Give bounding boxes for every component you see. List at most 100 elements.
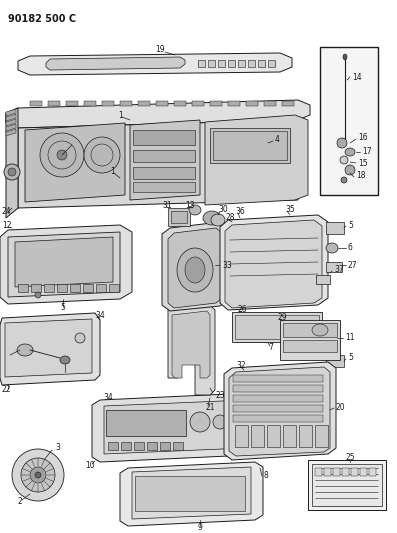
Bar	[133, 167, 195, 179]
Bar	[264, 101, 276, 106]
Bar	[324, 468, 331, 476]
Text: 20: 20	[336, 403, 346, 413]
Text: 35: 35	[285, 206, 295, 214]
Text: 12: 12	[2, 222, 12, 230]
Text: 9: 9	[198, 523, 202, 532]
Polygon shape	[0, 313, 100, 385]
Bar	[233, 375, 323, 382]
Polygon shape	[0, 225, 132, 304]
Bar	[246, 101, 258, 106]
Ellipse shape	[35, 292, 41, 298]
Bar	[156, 101, 168, 106]
Bar	[121, 442, 131, 450]
Bar	[316, 275, 330, 284]
Bar	[31, 284, 41, 292]
Ellipse shape	[35, 472, 41, 478]
Polygon shape	[162, 222, 228, 311]
Polygon shape	[6, 108, 18, 218]
Polygon shape	[172, 311, 210, 378]
Bar	[133, 130, 195, 145]
Polygon shape	[6, 114, 16, 121]
Polygon shape	[6, 109, 16, 116]
Bar	[108, 442, 118, 450]
Bar	[282, 101, 294, 106]
Bar	[160, 442, 170, 450]
Text: 23: 23	[215, 391, 225, 400]
Bar	[238, 60, 245, 67]
Ellipse shape	[57, 150, 67, 160]
Bar	[48, 101, 60, 106]
Ellipse shape	[341, 177, 347, 183]
Text: 31: 31	[162, 200, 172, 209]
Polygon shape	[132, 467, 251, 519]
Bar	[235, 425, 248, 447]
Text: 6: 6	[348, 244, 353, 253]
Bar	[210, 128, 290, 163]
Bar	[210, 101, 222, 106]
Bar	[102, 101, 114, 106]
Polygon shape	[104, 400, 246, 454]
Ellipse shape	[337, 138, 347, 148]
Ellipse shape	[21, 458, 55, 492]
Text: 90182 500 C: 90182 500 C	[8, 14, 76, 24]
Bar	[171, 211, 187, 223]
Bar	[192, 101, 204, 106]
Polygon shape	[168, 305, 215, 395]
Bar	[135, 476, 245, 511]
Polygon shape	[6, 119, 16, 126]
Text: 10: 10	[85, 462, 94, 471]
Bar	[233, 385, 323, 392]
Ellipse shape	[177, 248, 213, 292]
Bar	[30, 101, 42, 106]
Ellipse shape	[40, 133, 84, 177]
Bar	[326, 222, 344, 234]
Bar	[218, 60, 225, 67]
Bar	[326, 355, 344, 367]
Text: 22: 22	[2, 385, 12, 394]
Text: 18: 18	[356, 172, 366, 181]
Text: 19: 19	[155, 45, 165, 54]
Text: 33: 33	[222, 261, 232, 270]
Ellipse shape	[230, 417, 240, 427]
Bar	[232, 312, 322, 342]
Text: 7: 7	[268, 343, 273, 352]
Bar	[342, 468, 349, 476]
Bar	[267, 425, 280, 447]
Bar	[233, 405, 323, 412]
Ellipse shape	[326, 243, 338, 253]
Bar	[44, 284, 54, 292]
Text: 34: 34	[103, 392, 113, 401]
Ellipse shape	[345, 148, 355, 156]
Text: 3: 3	[55, 443, 60, 453]
Text: 30: 30	[218, 206, 228, 214]
Text: 28: 28	[225, 214, 235, 222]
Bar	[283, 323, 337, 337]
Polygon shape	[18, 120, 298, 208]
Polygon shape	[224, 362, 336, 460]
Text: 26: 26	[238, 305, 248, 314]
Bar	[280, 320, 340, 360]
Bar	[168, 208, 190, 226]
Text: 25: 25	[345, 454, 355, 463]
Polygon shape	[18, 53, 292, 75]
Bar	[315, 468, 322, 476]
Polygon shape	[8, 232, 120, 297]
Polygon shape	[25, 123, 125, 202]
Bar	[251, 425, 264, 447]
Bar	[248, 60, 255, 67]
Text: 5: 5	[60, 303, 65, 312]
Bar	[173, 442, 183, 450]
Bar	[369, 468, 376, 476]
Bar	[233, 395, 323, 402]
Polygon shape	[46, 57, 185, 70]
Text: 5: 5	[348, 221, 353, 230]
Ellipse shape	[343, 54, 347, 60]
Bar	[315, 425, 328, 447]
Polygon shape	[205, 115, 308, 205]
Ellipse shape	[345, 165, 355, 175]
Polygon shape	[229, 367, 330, 456]
Ellipse shape	[211, 214, 225, 226]
Bar	[133, 182, 195, 192]
Text: 14: 14	[352, 72, 362, 82]
Bar	[268, 60, 275, 67]
